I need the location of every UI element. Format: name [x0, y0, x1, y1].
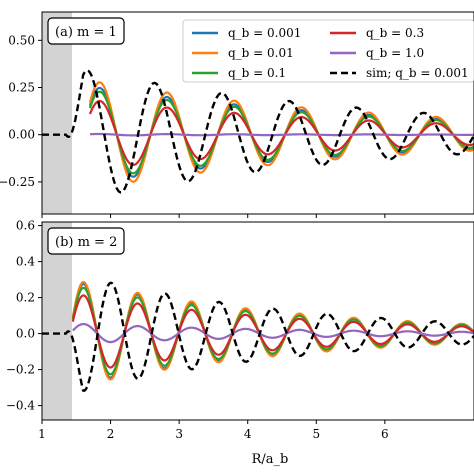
- panel-b-label: (b) m = 2: [55, 235, 117, 250]
- x-axis-title: R/a_b: [252, 452, 289, 467]
- x-tick-label: 5: [312, 427, 320, 441]
- panel-a-series-line-3: [88, 99, 474, 166]
- panel-b-y-tick-label: 0.2: [16, 291, 35, 305]
- panel-b-y-tick-label: 0.6: [16, 219, 35, 233]
- legend-frame: [182, 19, 474, 83]
- panel-b: −0.4 −0.2 0.0 0.2 0.4 0.6 1 2 3 4 5 6 (b) m = 2 R/…: [6, 219, 474, 467]
- legend-label-1: q_b = 0.01: [228, 46, 294, 60]
- panel-b-label-box: [47, 227, 125, 255]
- panel-a-y-tick-label: −0.25: [0, 175, 35, 189]
- panel-b-series-line-5: [41, 281, 474, 392]
- panel-b-y-tick-label: 0.4: [16, 255, 35, 269]
- legend-label-0: q_b = 0.001: [228, 26, 301, 40]
- panel-a-series: [41, 69, 474, 194]
- panel-a-y-tick-label: 0.25: [8, 81, 35, 95]
- panel-a-series-line-1: [88, 81, 474, 183]
- panel-b-series-line-1: [71, 281, 474, 381]
- panel-b-frame: [41, 221, 474, 421]
- x-axis: 1 2 3 4 5 6: [38, 420, 389, 441]
- panel-a-series-line-0: [88, 86, 474, 178]
- legend-label-4: q_b = 1.0: [366, 46, 424, 60]
- panel-b-y-tick-label: 0.0: [16, 327, 35, 341]
- panel-a-label-box: [47, 17, 125, 45]
- panel-a-y-tick-label: 0.00: [8, 128, 35, 142]
- x-tick-label: 3: [175, 427, 183, 441]
- panel-b-y-tick-label: −0.4: [6, 399, 36, 413]
- panel-b-y-axis: −0.4 −0.2 0.0 0.2 0.4 0.6: [6, 219, 42, 413]
- panel-b-shaded-region: [42, 222, 72, 420]
- legend-label-2: q_b = 0.1: [228, 66, 286, 80]
- panel-a-series-line-2: [88, 90, 474, 175]
- panel-a-frame: [41, 11, 474, 215]
- panel-a: −0.25 0.00 0.25 0.50 (a) m = 1 q_b = 0.001 …: [0, 11, 474, 218]
- panel-b-series-line-4: [72, 323, 474, 344]
- legend-label-5: sim; q_b = 0.001: [366, 66, 469, 80]
- x-tick-label: 2: [107, 427, 115, 441]
- panel-a-label: (a) m = 1: [55, 25, 117, 40]
- panel-a-y-tick-label: 0.50: [8, 33, 35, 47]
- legend: q_b = 0.001 q_b = 0.01 q_b = 0.1 q_b = 0…: [182, 19, 474, 83]
- panel-a-y-axis: −0.25 0.00 0.25 0.50: [0, 33, 386, 218]
- x-tick-label: 1: [38, 427, 46, 441]
- panel-b-series-line-3: [71, 294, 474, 369]
- panel-a-series-line-5: [41, 69, 474, 194]
- panel-b-series-line-2: [71, 286, 474, 376]
- x-tick-label: 4: [244, 427, 252, 441]
- x-tick-label: 6: [381, 427, 389, 441]
- panel-b-y-tick-label: −0.2: [6, 363, 35, 377]
- panel-a-series-line-4: [89, 132, 474, 137]
- panel-b-series: [41, 281, 474, 392]
- panel-a-shaded-region: [42, 12, 72, 214]
- legend-label-3: q_b = 0.3: [366, 26, 424, 40]
